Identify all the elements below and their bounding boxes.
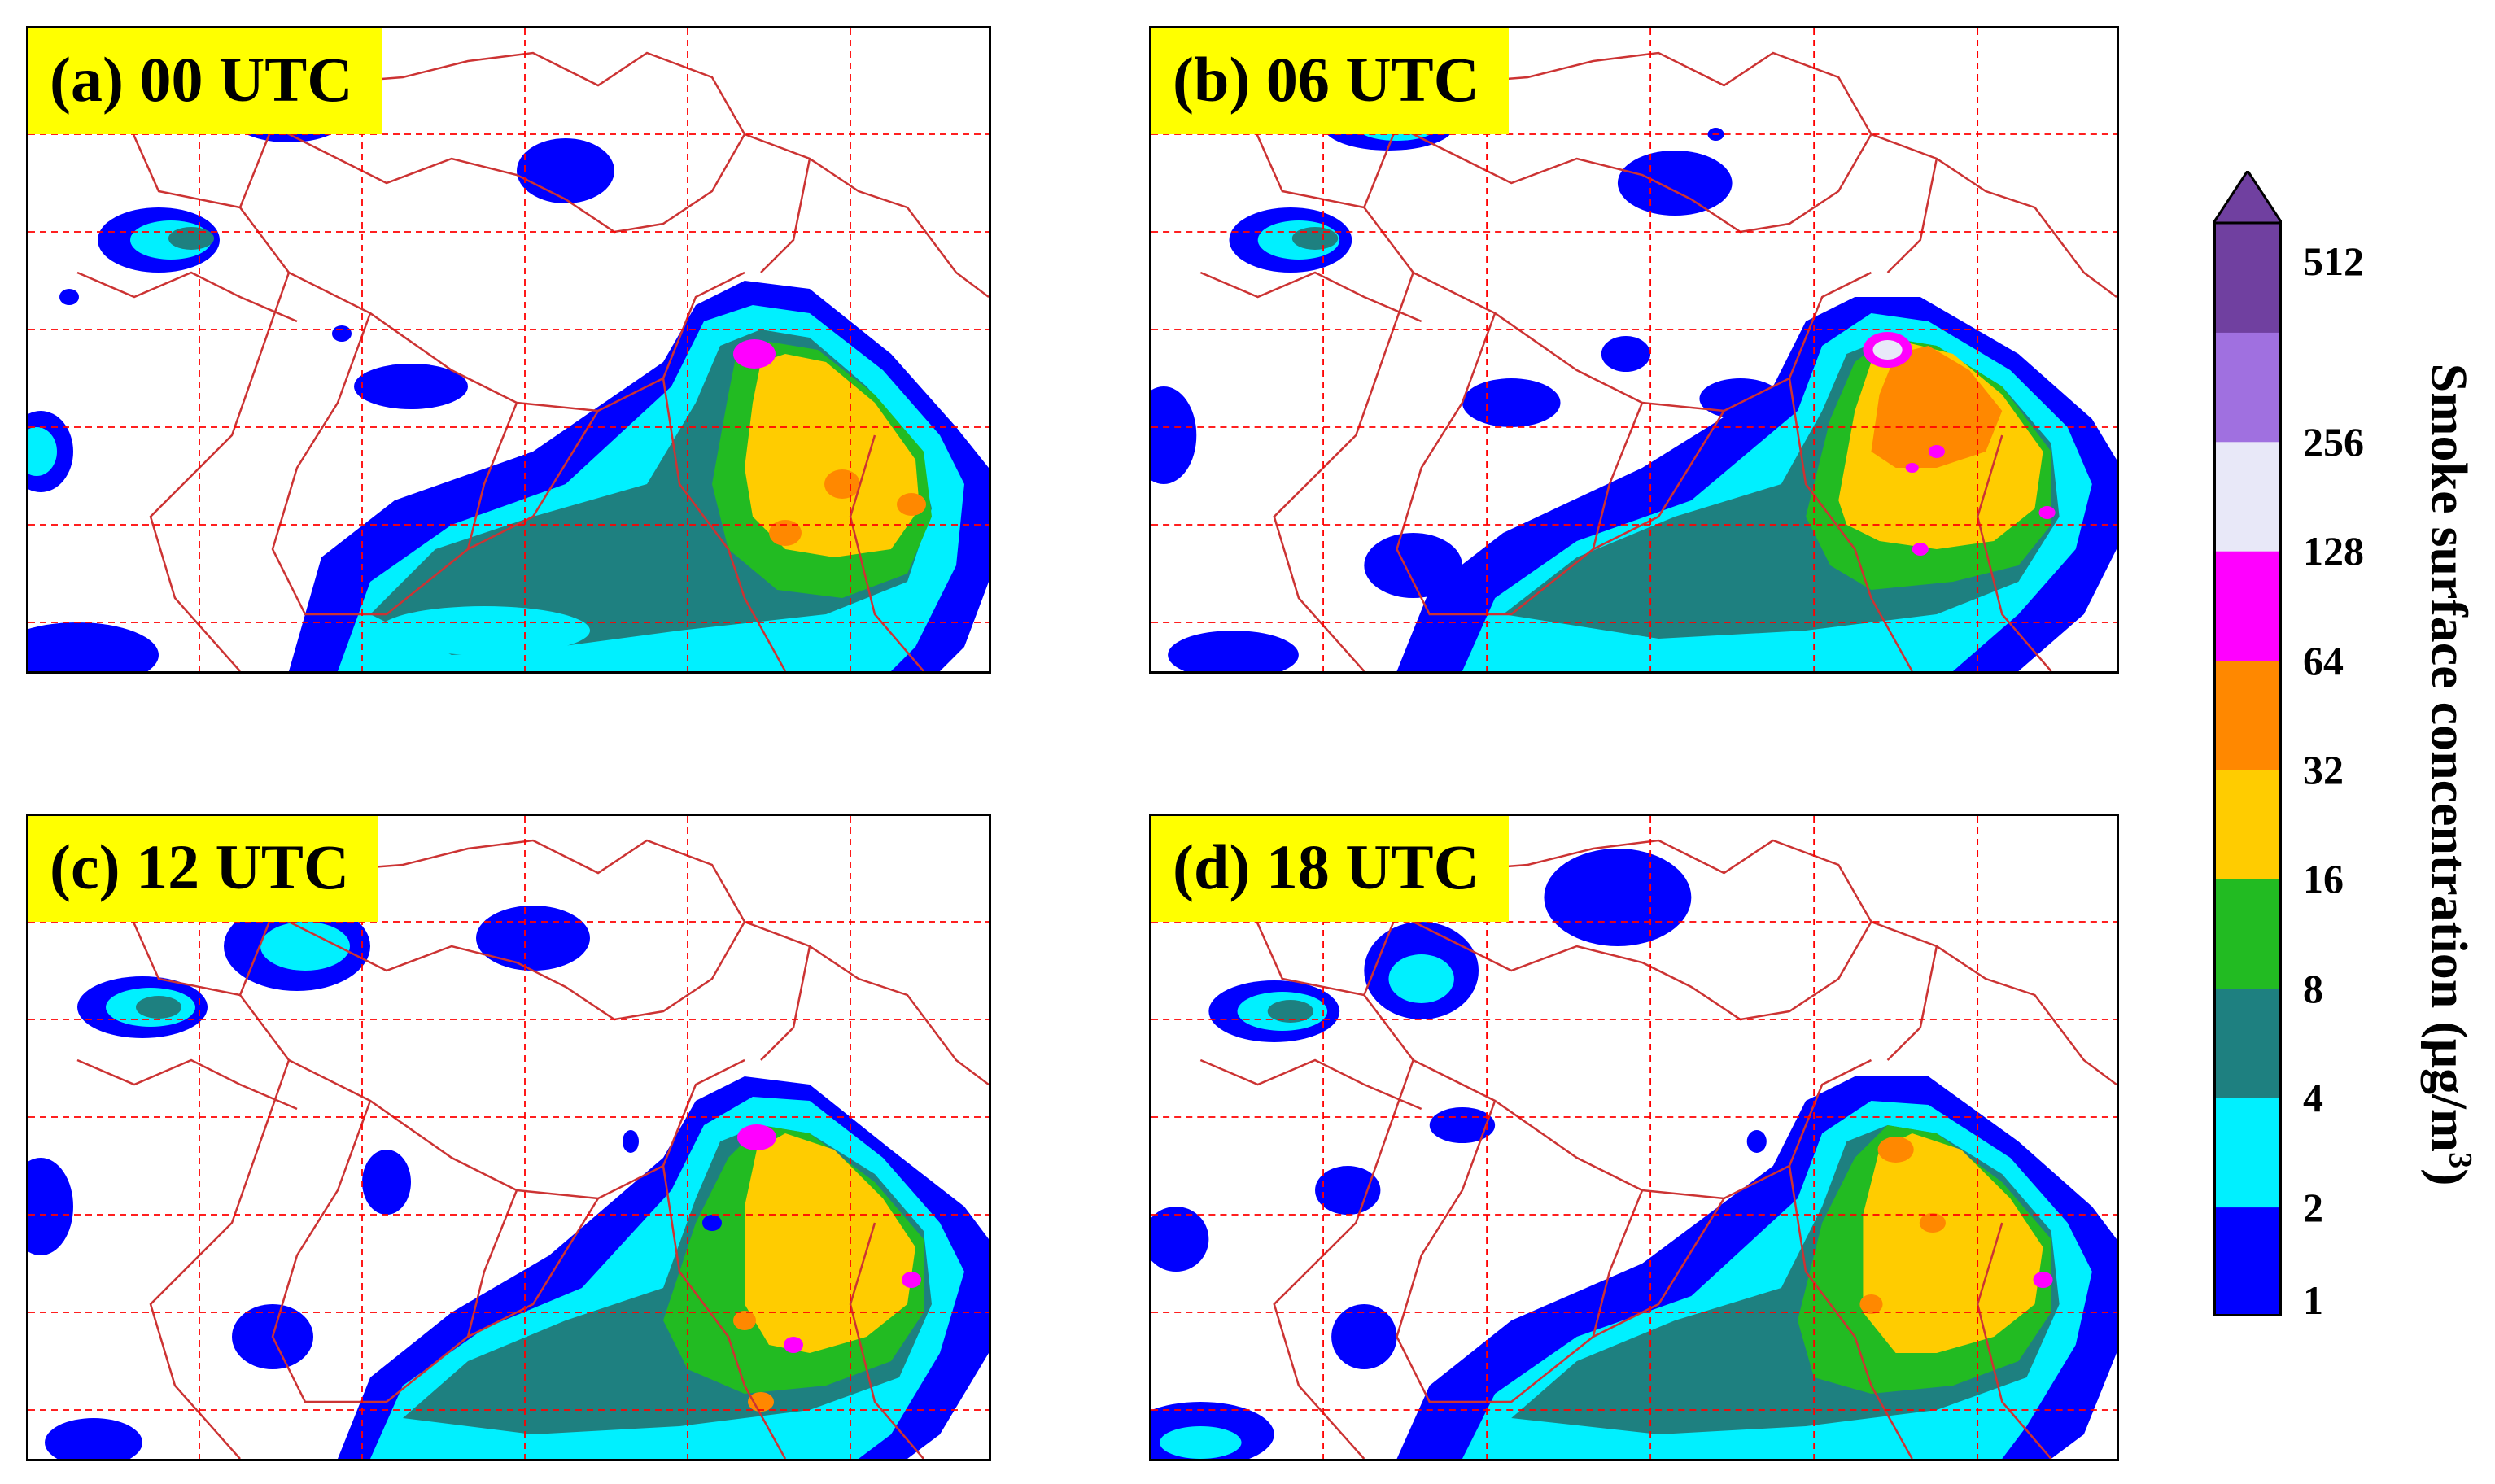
colorbar-segment <box>2213 879 2282 989</box>
panel-label: (a) 00 UTC <box>28 28 382 134</box>
colorbar-tick-label: 1 <box>2303 1277 2323 1323</box>
colorbar-tick-label: 256 <box>2303 418 2364 465</box>
colorbar-tick-label: 16 <box>2303 856 2344 902</box>
colorbar-border <box>2213 221 2282 1316</box>
colorbar-segment <box>2213 1098 2282 1208</box>
country-borders <box>1151 839 2117 1459</box>
smoke-map-c <box>28 816 989 1459</box>
lat-lon-grid <box>28 816 989 1459</box>
smoke-plume <box>289 281 989 671</box>
colorbar-segment <box>2213 551 2282 661</box>
colorbar-tick-label: 32 <box>2303 747 2344 792</box>
colorbar-segment <box>2213 332 2282 443</box>
colorbar-tick-label: 8 <box>2303 965 2323 1011</box>
smoke-patches <box>28 901 722 1459</box>
map-panel-a: (a) 00 UTC <box>26 26 991 674</box>
smoke-plume <box>338 1076 989 1459</box>
map-panel-d: (d) 18 UTC <box>1149 814 2119 1461</box>
colorbar-segment <box>2213 441 2282 552</box>
colorbar-tick-label: 2 <box>2303 1184 2323 1230</box>
lat-lon-grid <box>1151 28 2117 671</box>
smoke-plume <box>1396 297 2117 671</box>
colorbar-tick-label: 64 <box>2303 637 2344 683</box>
colorbar-segment <box>2213 660 2282 770</box>
colorbar-title-close: ) <box>2420 1168 2479 1186</box>
colorbar-tick-label: 128 <box>2303 528 2364 574</box>
lat-lon-grid <box>28 28 989 671</box>
colorbar-segment <box>2213 988 2282 1098</box>
colorbar-title: Smoke surface concentration (μg/m3) <box>2419 364 2480 1186</box>
smoke-map-b <box>1151 28 2117 671</box>
colorbar-segment <box>2213 223 2282 333</box>
colorbar-title-main: Smoke surface concentration (μg/m <box>2420 363 2479 1153</box>
colorbar-tick-label: 4 <box>2303 1075 2323 1121</box>
colorbar-segment <box>2213 770 2282 879</box>
smoke-map-d <box>1151 816 2117 1459</box>
colorbar-segment <box>2213 1207 2282 1316</box>
country-borders <box>28 51 989 671</box>
smoke-patches <box>1151 849 1767 1459</box>
smoke-plume <box>1396 1076 2117 1459</box>
colorbar <box>2213 171 2282 1316</box>
panel-label: (d) 18 UTC <box>1151 816 1510 922</box>
colorbar-title-exponent: 3 <box>2442 1152 2480 1169</box>
colorbar-extend-triangle <box>2213 171 2282 225</box>
lat-lon-grid <box>1151 816 2117 1459</box>
map-panel-b: (b) 06 UTC <box>1149 26 2119 674</box>
panel-label: (b) 06 UTC <box>1151 28 1510 134</box>
map-panel-c: (c) 12 UTC <box>26 814 991 1461</box>
panel-label: (c) 12 UTC <box>28 816 379 922</box>
colorbar-tick-label: 512 <box>2303 238 2364 285</box>
